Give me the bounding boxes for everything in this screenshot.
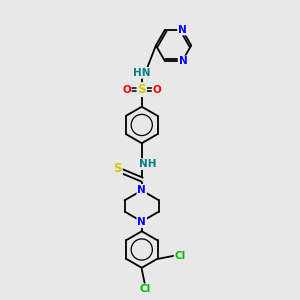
Text: O: O [122,85,131,94]
Text: N: N [137,217,146,227]
Text: S: S [137,83,146,96]
Text: N: N [137,185,146,195]
Text: HN: HN [133,68,151,78]
Text: NH: NH [140,159,157,169]
Text: O: O [153,85,161,94]
Text: Cl: Cl [139,284,150,294]
Text: N: N [178,56,188,66]
Text: Cl: Cl [175,251,186,261]
Text: N: N [178,25,187,34]
Text: S: S [113,162,122,175]
